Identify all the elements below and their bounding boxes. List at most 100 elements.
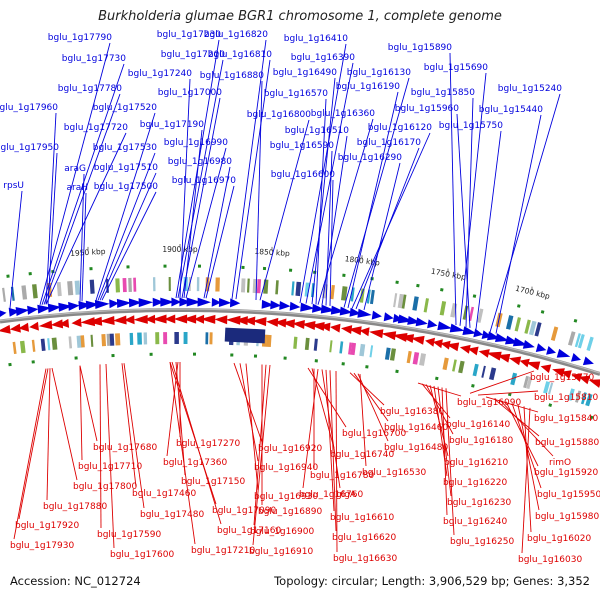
forward-gene[interactable] <box>47 303 62 313</box>
forward-gene-label[interactable]: bglu_1g17500 <box>94 182 158 192</box>
reverse-gene[interactable] <box>440 340 451 350</box>
reverse-gene-label[interactable]: bglu_1g16780 <box>310 471 374 481</box>
forward-gene-callout[interactable]: bglu_1g17240 <box>128 69 192 299</box>
forward-gene-label[interactable]: bglu_1g16290 <box>338 153 402 163</box>
forward-gene-label[interactable]: bglu_1g16590 <box>270 141 334 151</box>
reverse-gene-callout[interactable]: bglu_1g17270 <box>176 362 240 449</box>
reverse-gene[interactable] <box>87 316 103 326</box>
reverse-gene[interactable] <box>519 358 530 368</box>
reverse-gene[interactable] <box>509 356 522 366</box>
forward-gene-label[interactable]: bglu_1g17240 <box>128 69 192 79</box>
reverse-gene[interactable] <box>292 320 305 329</box>
forward-gene-callout[interactable]: bglu_1g16190 <box>336 82 400 309</box>
reverse-gene[interactable] <box>359 327 370 337</box>
forward-gene[interactable] <box>371 310 382 320</box>
reverse-gene[interactable] <box>173 314 188 324</box>
forward-gene-callout[interactable]: bglu_1g16490 <box>273 68 337 305</box>
reverse-gene[interactable] <box>552 368 565 377</box>
reverse-gene-callout[interactable]: bglu_1g16610 <box>325 369 394 523</box>
reverse-gene[interactable] <box>38 320 53 330</box>
reverse-gene[interactable] <box>588 379 600 388</box>
reverse-gene[interactable] <box>225 315 241 325</box>
reverse-gene[interactable] <box>252 317 267 327</box>
forward-gene-callout[interactable]: bglu_1g17190 <box>140 120 204 299</box>
reverse-gene[interactable] <box>446 342 460 352</box>
reverse-gene-callout[interactable]: bglu_1g16020 <box>523 406 591 544</box>
reverse-gene-callout[interactable]: bglu_1g17920 <box>15 368 79 531</box>
forward-gene-label[interactable]: bglu_1g15690 <box>424 63 488 73</box>
forward-gene-label[interactable]: araH <box>67 183 89 193</box>
forward-gene-callout[interactable]: bglu_1g15240 <box>489 84 562 333</box>
reverse-gene-label[interactable]: bglu_1g17150 <box>181 477 245 487</box>
reverse-gene[interactable] <box>164 314 176 324</box>
reverse-gene-callout[interactable]: bglu_1g17360 <box>163 361 227 468</box>
forward-gene-label[interactable]: bglu_1g16810 <box>208 50 272 60</box>
forward-gene[interactable] <box>152 297 164 307</box>
reverse-gene-label[interactable]: bglu_1g16140 <box>446 420 510 430</box>
reverse-gene[interactable] <box>496 353 511 363</box>
reverse-gene[interactable] <box>0 324 11 334</box>
forward-gene[interactable] <box>85 300 100 310</box>
reverse-gene-label[interactable]: bglu_1g15840 <box>534 414 598 424</box>
forward-gene[interactable] <box>330 305 345 315</box>
reverse-gene-callout[interactable]: bglu_1g16630 <box>333 370 397 564</box>
reverse-gene-label[interactable]: bglu_1g16700 <box>342 429 406 439</box>
forward-gene-callout[interactable]: bglu_1g16600 <box>271 170 335 306</box>
forward-gene-label[interactable]: bglu_1g17960 <box>0 103 58 113</box>
reverse-gene[interactable] <box>301 321 316 330</box>
forward-gene-label[interactable]: bglu_1g16570 <box>264 89 328 99</box>
reverse-gene-label[interactable]: bglu_1g17270 <box>176 439 240 449</box>
reverse-gene[interactable] <box>266 317 279 327</box>
forward-gene-callout[interactable]: bglu_1g17950 <box>0 143 59 305</box>
forward-gene[interactable] <box>128 298 142 308</box>
reverse-gene-callout[interactable]: bglu_1g16460 <box>353 372 448 433</box>
forward-gene-callout[interactable]: bglu_1g17500 <box>94 182 158 301</box>
forward-gene-callout[interactable]: bglu_1g16570 <box>264 89 328 305</box>
forward-gene[interactable] <box>546 346 556 355</box>
reverse-gene-label[interactable]: bglu_1g16910 <box>249 547 313 557</box>
reverse-gene[interactable] <box>410 335 425 345</box>
reverse-gene[interactable] <box>459 344 471 354</box>
reverse-gene-callout[interactable]: bglu_1g16250 <box>445 388 514 547</box>
forward-gene-callout[interactable]: bglu_1g16390 <box>291 53 355 304</box>
reverse-gene-callout[interactable]: bglu_1g15980 <box>517 404 599 522</box>
forward-gene[interactable] <box>535 343 547 352</box>
reverse-gene-label[interactable]: bglu_1g15880 <box>535 438 599 448</box>
reverse-gene-label[interactable]: bglu_1g15920 <box>534 468 598 478</box>
forward-gene-label[interactable]: bglu_1g16600 <box>271 170 335 180</box>
forward-gene[interactable] <box>37 304 52 314</box>
forward-gene-label[interactable]: bglu_1g17200 <box>161 50 225 60</box>
reverse-gene-label[interactable]: bglu_1g16890 <box>258 507 322 517</box>
reverse-gene[interactable] <box>18 322 29 332</box>
forward-gene-callout[interactable]: bglu_1g16290 <box>338 153 402 311</box>
reverse-gene-label[interactable]: bglu_1g16530 <box>362 468 426 478</box>
forward-gene-callout[interactable]: bglu_1g16820 <box>204 30 268 300</box>
reverse-gene-callout[interactable]: bglu_1g17880 <box>43 368 107 512</box>
forward-gene[interactable] <box>197 297 212 307</box>
reverse-gene-label[interactable]: bglu_1g16620 <box>332 533 396 543</box>
forward-gene[interactable] <box>78 301 92 311</box>
forward-gene-callout[interactable]: bglu_1g17510 <box>94 163 158 301</box>
reverse-gene[interactable] <box>310 322 325 331</box>
reverse-gene-label[interactable]: rimO <box>549 458 571 468</box>
reverse-gene-callout[interactable]: bglu_1g16780 <box>310 368 374 481</box>
forward-gene-callout[interactable]: bglu_1g16880 <box>200 71 264 301</box>
reverse-gene[interactable] <box>400 334 415 343</box>
reverse-gene-callout[interactable]: bglu_1g16940 <box>239 363 318 473</box>
reverse-gene[interactable] <box>348 326 362 336</box>
forward-gene[interactable] <box>556 348 571 358</box>
forward-gene-label[interactable]: rpsU <box>3 181 24 191</box>
forward-gene-label[interactable]: bglu_1g16120 <box>368 123 432 133</box>
reverse-gene-callout[interactable]: bglu_1g17590 <box>97 364 161 540</box>
reverse-gene-label[interactable]: bglu_1g16480 <box>384 443 448 453</box>
forward-gene-callout[interactable]: bglu_1g17790 <box>39 33 112 306</box>
forward-gene-label[interactable]: bglu_1g17790 <box>48 33 112 43</box>
forward-gene[interactable] <box>8 307 20 317</box>
reverse-gene[interactable] <box>486 351 502 361</box>
reverse-gene-label[interactable]: bglu_1g15810 <box>534 393 598 403</box>
reverse-gene[interactable] <box>478 349 490 358</box>
reverse-gene-callout[interactable]: bglu_1g16240 <box>441 387 507 527</box>
forward-gene[interactable] <box>449 323 465 333</box>
forward-gene[interactable] <box>116 298 132 308</box>
reverse-gene-callout[interactable]: bglu_1g16620 <box>329 370 396 543</box>
